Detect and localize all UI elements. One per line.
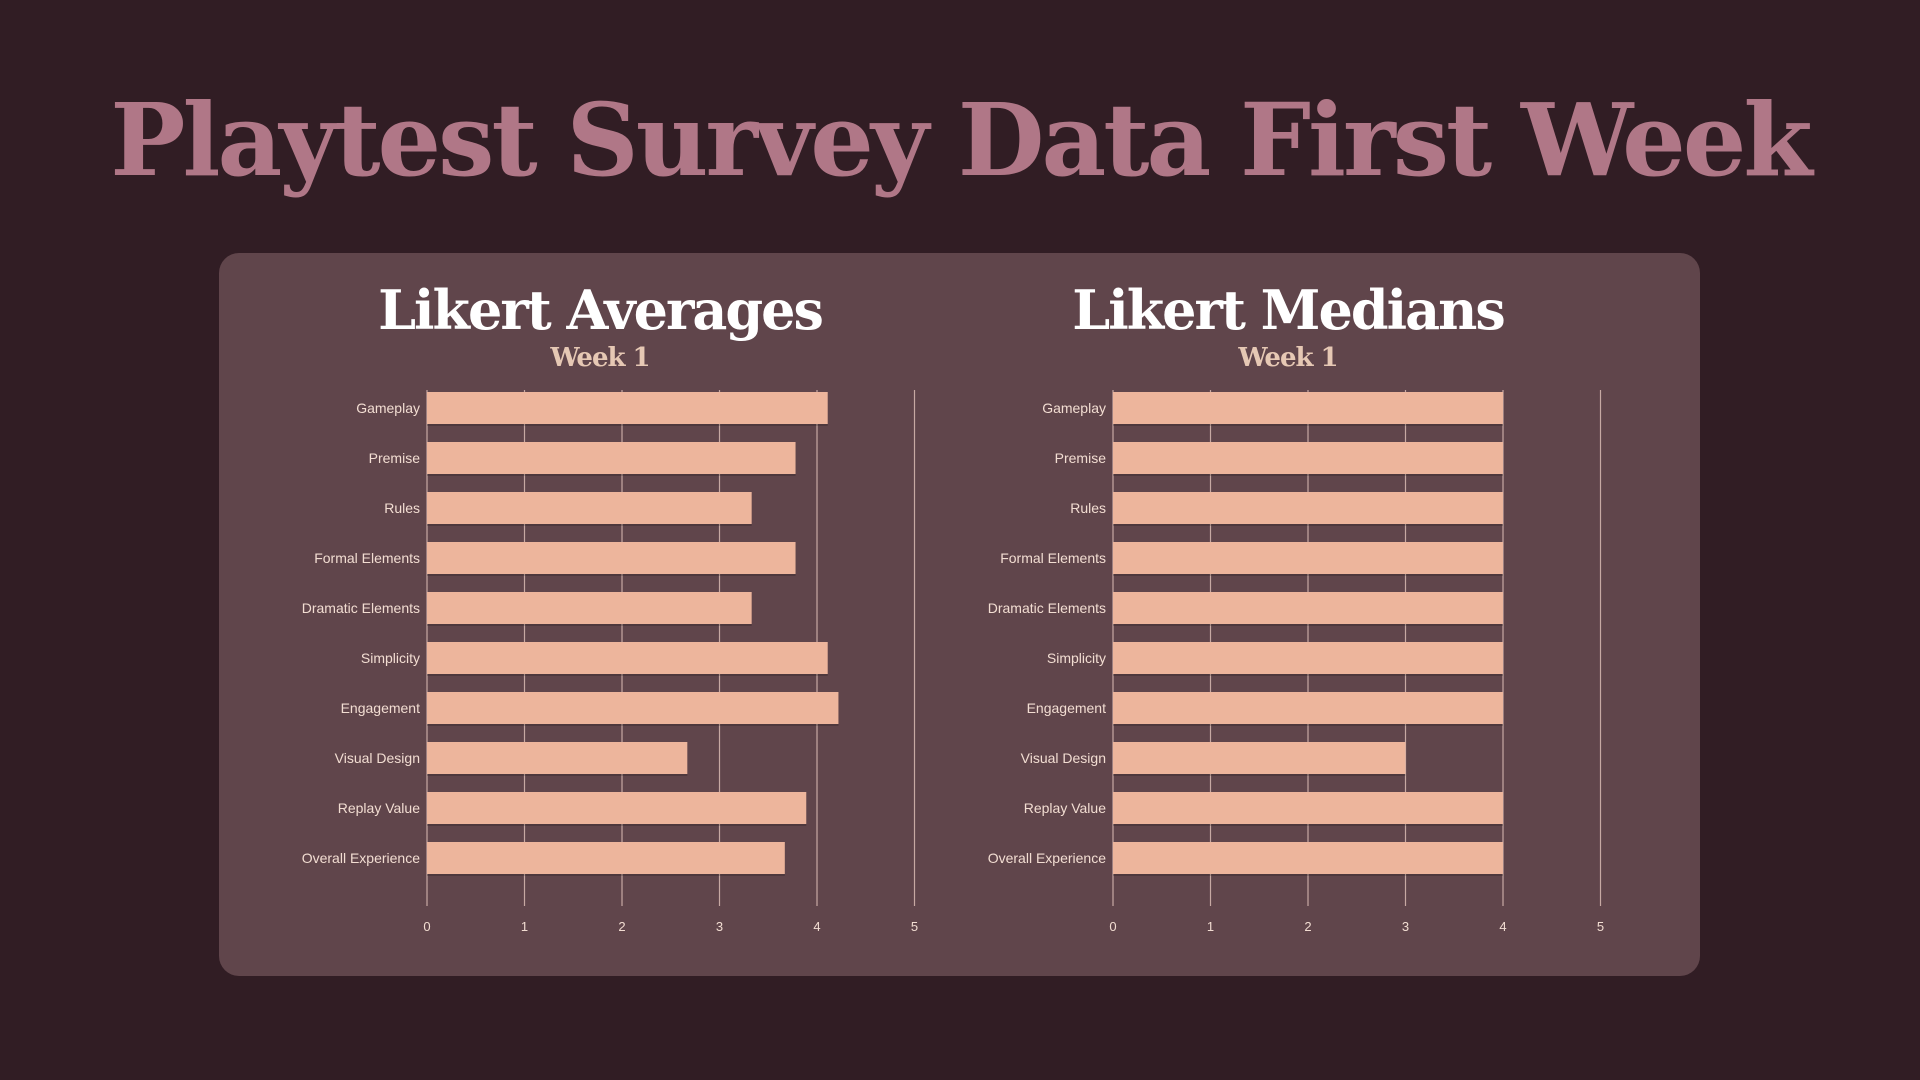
medians-bar <box>1113 442 1503 474</box>
averages-chart-subtitle: Week 1 <box>550 343 650 373</box>
medians-bar <box>1113 592 1503 624</box>
medians-category-label: Engagement <box>1027 700 1107 716</box>
medians-x-tick-label: 1 <box>1207 919 1214 934</box>
averages-category-label: Rules <box>384 500 420 516</box>
averages-bar <box>427 492 752 524</box>
medians-bar-chart: 0 1 2 3 4 5 Gameplay Premise Rules Formal Element… <box>988 390 1604 934</box>
medians-bar <box>1113 692 1503 724</box>
averages-bar <box>427 642 828 674</box>
medians-chart-title: Likert Medians <box>1072 278 1506 342</box>
averages-category-label: Premise <box>369 450 421 466</box>
averages-x-tick-label: 4 <box>813 919 820 934</box>
medians-category-label: Formal Elements <box>1000 550 1106 566</box>
medians-x-tick-label: 2 <box>1304 919 1311 934</box>
averages-bar <box>427 742 688 774</box>
medians-category-label: Dramatic Elements <box>988 600 1106 616</box>
averages-bar-chart: 0 1 2 3 4 5 Gameplay Premise Rules Formal Element… <box>302 390 918 934</box>
medians-x-tick-label: 0 <box>1109 919 1116 934</box>
averages-x-tick-label: 1 <box>521 919 528 934</box>
averages-chart-title: Likert Averages <box>378 278 824 342</box>
averages-x-tick-label: 3 <box>716 919 723 934</box>
averages-category-label: Visual Design <box>335 750 420 766</box>
medians-bar <box>1113 542 1503 574</box>
medians-bar <box>1113 842 1503 874</box>
charts-card: Likert Averages Week 1 Likert Medians We… <box>219 253 1700 976</box>
medians-x-tick-label: 3 <box>1402 919 1409 934</box>
averages-category-label: Engagement <box>341 700 421 716</box>
averages-category-label: Formal Elements <box>314 550 420 566</box>
medians-category-label: Visual Design <box>1021 750 1106 766</box>
medians-bar <box>1113 492 1503 524</box>
medians-x-tick-label: 5 <box>1597 919 1604 934</box>
medians-bar <box>1113 792 1503 824</box>
averages-bar <box>427 392 828 424</box>
averages-bar <box>427 542 796 574</box>
medians-chart-subtitle: Week 1 <box>1238 343 1338 373</box>
medians-category-label: Overall Experience <box>988 850 1106 866</box>
averages-category-label: Replay Value <box>338 800 420 816</box>
medians-category-label: Replay Value <box>1024 800 1106 816</box>
medians-x-tick-label: 4 <box>1499 919 1506 934</box>
averages-bar <box>427 792 807 824</box>
medians-bar <box>1113 642 1503 674</box>
medians-category-label: Rules <box>1070 500 1106 516</box>
averages-category-label: Gameplay <box>356 400 420 416</box>
medians-bar <box>1113 742 1406 774</box>
averages-x-tick-label: 5 <box>911 919 918 934</box>
averages-category-label: Simplicity <box>361 650 420 666</box>
averages-category-label: Overall Experience <box>302 850 420 866</box>
averages-category-label: Dramatic Elements <box>302 600 420 616</box>
averages-x-tick-label: 2 <box>618 919 625 934</box>
averages-bar <box>427 692 839 724</box>
medians-bar <box>1113 392 1503 424</box>
page-title: Playtest Survey Data First Week <box>110 81 1812 199</box>
medians-category-label: Gameplay <box>1042 400 1106 416</box>
medians-category-label: Simplicity <box>1047 650 1106 666</box>
averages-bar <box>427 842 785 874</box>
medians-category-label: Premise <box>1055 450 1107 466</box>
averages-bar <box>427 592 752 624</box>
averages-bar <box>427 442 796 474</box>
averages-x-tick-label: 0 <box>423 919 430 934</box>
